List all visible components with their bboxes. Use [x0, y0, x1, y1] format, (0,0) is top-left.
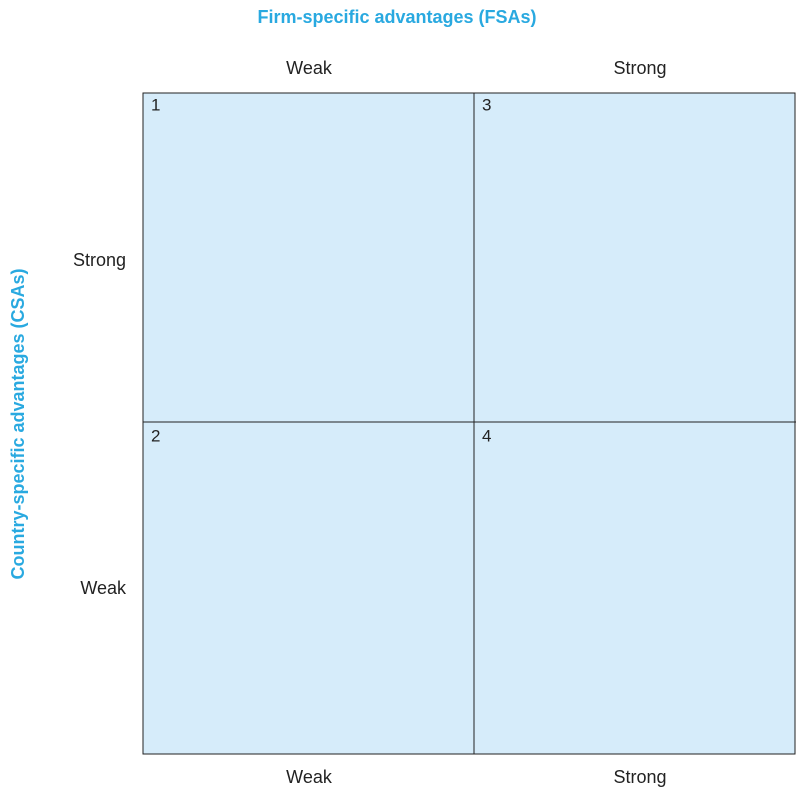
cell-number: 1: [151, 95, 160, 114]
x-axis-title: Firm-specific advantages (FSAs): [257, 7, 536, 27]
cell-number: 3: [482, 95, 491, 114]
matrix-background: [142, 92, 796, 755]
top-label: Strong: [613, 58, 666, 78]
bottom-label: Strong: [613, 767, 666, 787]
y-axis-title: Country-specific advantages (CSAs): [8, 268, 28, 579]
cell-number: 4: [482, 426, 491, 445]
top-label: Weak: [286, 58, 333, 78]
bottom-label: Weak: [286, 767, 333, 787]
left-label: Weak: [80, 578, 127, 598]
cell-number: 2: [151, 426, 160, 445]
left-label: Strong: [73, 250, 126, 270]
